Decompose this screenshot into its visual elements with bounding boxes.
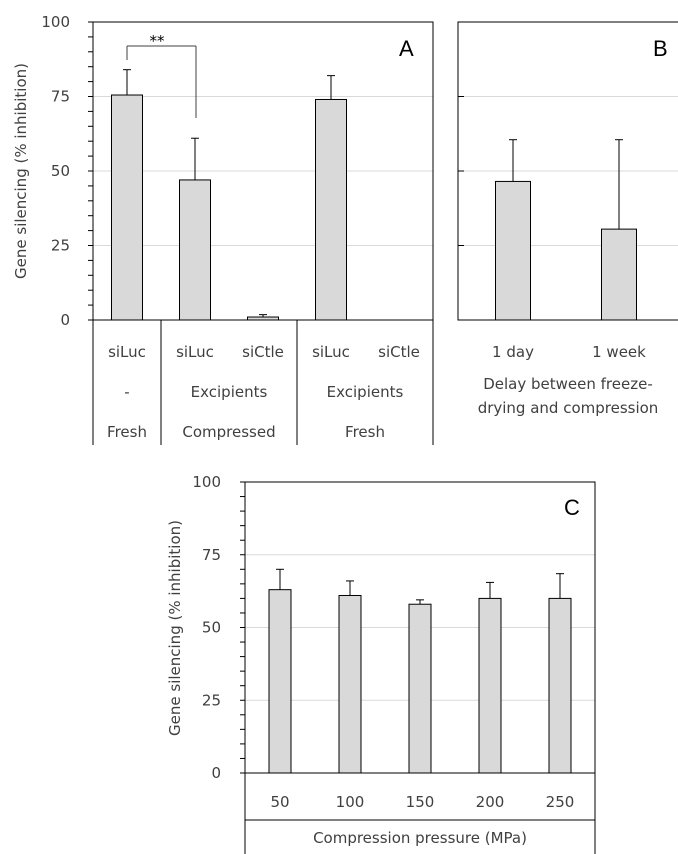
panel-a-category-label: siCtle (242, 343, 284, 361)
panel-a-y-title: Gene silencing (% inhibition) (12, 63, 30, 279)
panel-b-bar (495, 180, 531, 321)
panel-c-letter: C (564, 495, 580, 520)
panel-a-group-label: Excipients (327, 383, 404, 401)
panel-b-bar (601, 228, 637, 321)
panel-a-ytick-label: 100 (41, 13, 70, 31)
panel-c-category-label: 100 (336, 793, 365, 811)
panel-c-ytick-label: 100 (192, 473, 221, 491)
panel-a-state-label: Fresh (107, 423, 147, 441)
panel-a-ytick-label: 25 (51, 237, 70, 255)
panel-a-frame (92, 21, 434, 321)
panel-c-ytick-label: 75 (202, 546, 221, 564)
panel-c-y-title: Gene silencing (% inhibition) (166, 520, 184, 736)
panel-c-category-label: 250 (546, 793, 575, 811)
panel-b-chart: B 1 day 1 week Delay between freeze- dryi… (457, 21, 678, 417)
panel-a-ytick-label: 0 (60, 311, 70, 329)
panel-c-x-title: Compression pressure (MPa) (313, 829, 527, 847)
panel-c-bar (408, 603, 432, 774)
significance-label: ** (150, 32, 166, 50)
panel-b-x-title-line1: Delay between freeze- (483, 375, 653, 393)
panel-b-category-label: 1 day (492, 343, 534, 361)
panel-c-bar (268, 589, 292, 774)
panel-a-category-label: siLuc (312, 343, 350, 361)
panel-c-bar (478, 597, 502, 774)
panel-a-category-label: siLuc (176, 343, 214, 361)
panel-a-group-label: - (124, 383, 129, 401)
panel-c-ytick-label: 0 (211, 764, 221, 782)
panel-c-ytick-label: 50 (202, 619, 221, 637)
panel-b-x-title-line2: drying and compression (478, 399, 659, 417)
panel-a-group-label: Excipients (191, 383, 268, 401)
panel-a-chart: 0 25 50 75 100 A Gene silencing (% inhibitio… (12, 13, 434, 445)
panel-c-bar (548, 597, 572, 774)
panel-a-category-label: siCtle (378, 343, 420, 361)
panel-c-chart: 0 25 50 75 100 C Gene silencing (% inhibitio… (166, 473, 596, 854)
panel-a-bar (111, 94, 143, 321)
panel-a-bar (179, 179, 211, 321)
panel-c-bar (338, 594, 362, 774)
panel-c-category-label: 50 (270, 793, 289, 811)
panel-a-state-label: Compressed (182, 423, 275, 441)
panel-a-ytick-label: 50 (51, 162, 70, 180)
panel-b-frame (457, 21, 678, 321)
panel-a-letter: A (399, 36, 414, 61)
significance-bracket: ** (126, 32, 197, 118)
panel-a-state-label: Fresh (345, 423, 385, 441)
panel-a-category-label: siLuc (108, 343, 146, 361)
panel-a-bar (315, 98, 347, 321)
panel-c-ytick-label: 25 (202, 691, 221, 709)
panel-b-category-label: 1 week (592, 343, 646, 361)
panel-c-category-label: 200 (476, 793, 505, 811)
panel-a-ytick-label: 75 (51, 88, 70, 106)
panel-c-category-label: 150 (406, 793, 435, 811)
panel-b-letter: B (653, 36, 668, 61)
